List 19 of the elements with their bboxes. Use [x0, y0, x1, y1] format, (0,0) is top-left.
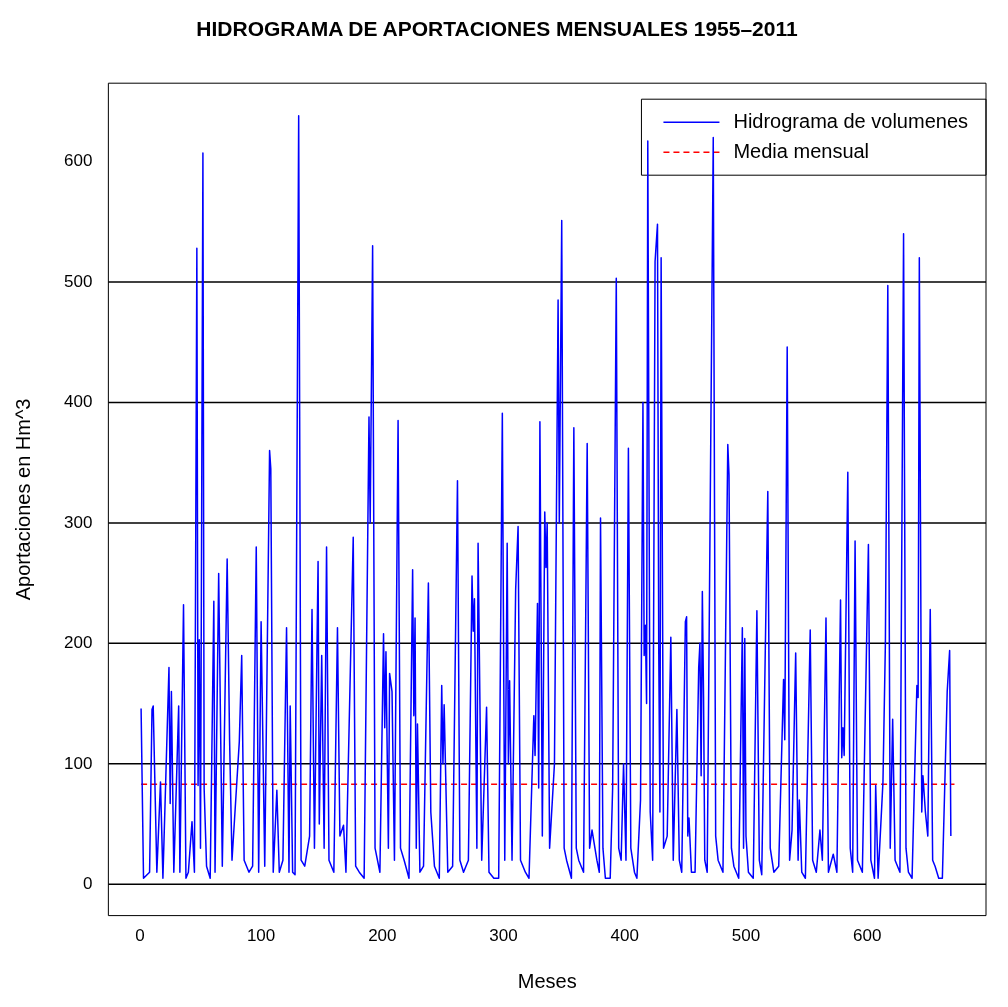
x-tick-label: 200: [368, 926, 397, 946]
y-tick-label: 0: [82, 873, 93, 893]
y-tick-label: 600: [63, 151, 93, 171]
x-tick-label: 500: [731, 926, 761, 946]
y-tick-label: 300: [63, 512, 93, 532]
y-tick-label: 500: [63, 271, 93, 291]
x-tick-label: 0: [135, 926, 145, 946]
y-tick-label: 400: [63, 392, 93, 412]
chart-title: HIDROGRAMA DE APORTACIONES MENSUALES 1955–2011: [196, 17, 798, 41]
x-tick-label: 100: [246, 926, 276, 946]
y-tick-label: 200: [63, 633, 93, 653]
x-axis-title: Meses: [517, 969, 577, 992]
x-tick-label: 600: [853, 926, 882, 946]
y-tick-label: 100: [63, 753, 93, 773]
x-tick-label: 300: [489, 926, 518, 946]
y-axis-title: Aportaciones en Hm^3: [11, 398, 34, 601]
legend-label: Media mensual: [733, 139, 870, 162]
legend-label: Hidrograma de volumenes: [733, 109, 968, 132]
x-tick-label: 400: [610, 926, 639, 946]
